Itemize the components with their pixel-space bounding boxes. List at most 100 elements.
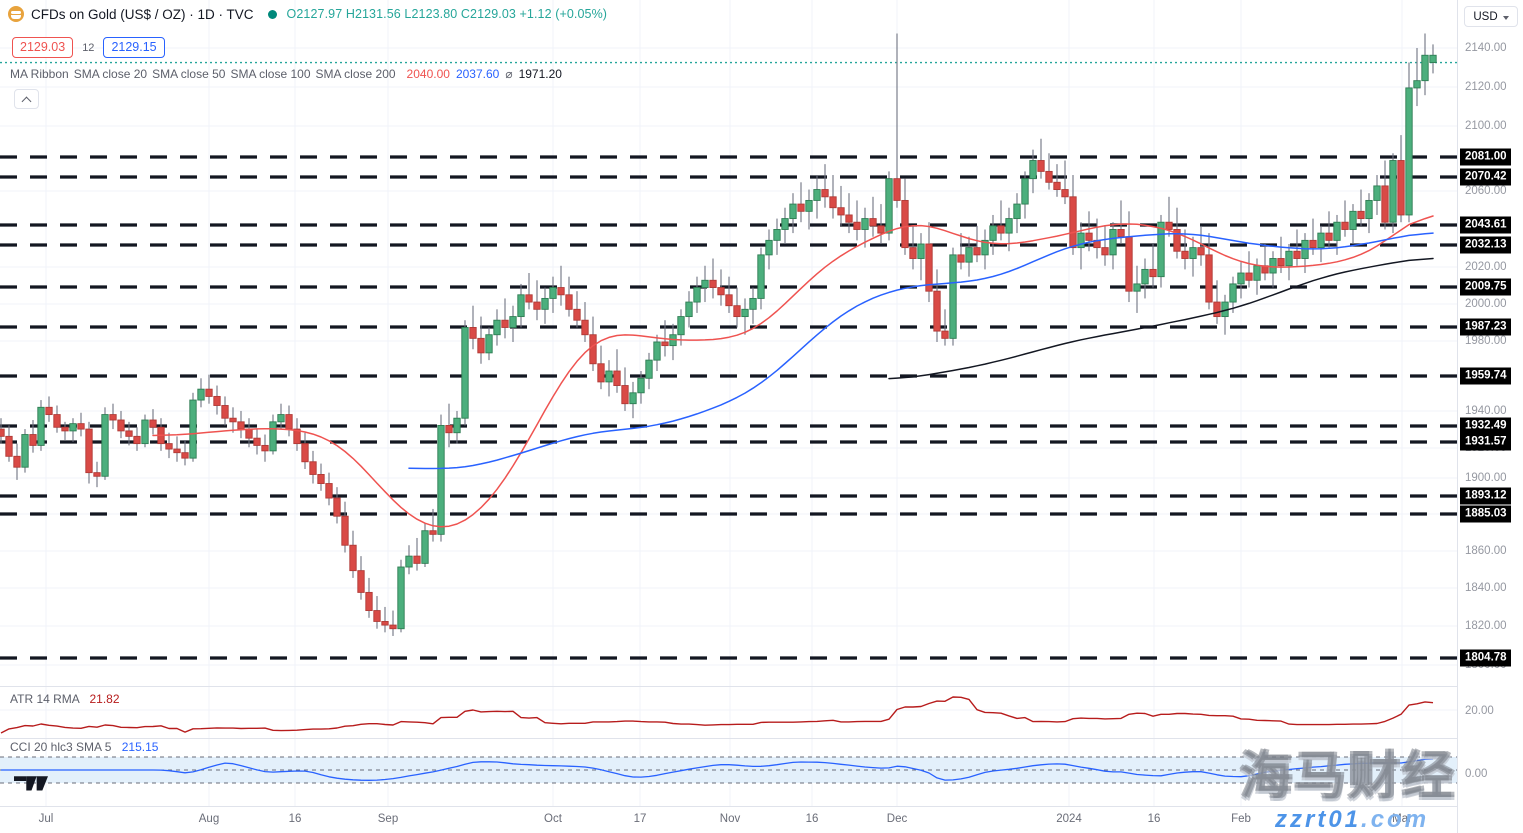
symbol-title[interactable]: CFDs on Gold (US$ / OZ) · 1D · TVC [31,6,254,22]
candle-body [421,530,429,564]
candle-body [1181,250,1189,259]
candle-body [0,428,5,437]
candle-body [717,287,725,296]
candle-body [253,437,261,446]
price-level-label[interactable]: 1959.74 [1460,367,1511,385]
atr-legend-label: ATR 14 RMA [10,692,80,706]
candle-body [829,196,837,209]
candle-body [125,430,133,437]
candle-body [325,483,333,499]
candle-body [117,419,125,432]
atr-pane[interactable] [0,686,1457,738]
ma-ribbon-title: MA Ribbon [10,67,69,81]
candle-body [413,555,421,564]
candle-body [709,279,717,288]
time-axis-tick: Aug [198,813,220,825]
candle-body [629,392,637,405]
ma-value-blue: 2037.60 [455,67,500,81]
price-level-label[interactable]: 1893.12 [1460,487,1511,505]
candle-body [517,294,525,318]
candle-body [373,610,381,622]
price-level-label[interactable]: 2081.00 [1460,148,1511,166]
atr-legend[interactable]: ATR 14 RMA 21.82 [10,692,120,706]
price-level-label[interactable]: 1885.03 [1460,505,1511,523]
candle-body [1405,87,1413,216]
price-level-label[interactable]: 2070.42 [1460,168,1511,186]
candle-body [933,290,941,332]
candle-body [685,301,693,318]
cci-pane[interactable] [0,738,1457,806]
candle-body [773,229,781,241]
candle-body [301,443,309,463]
ma-value-red: 2040.00 [406,67,450,81]
time-axis-tick: 16 [805,813,819,825]
candle-body [653,341,661,361]
candle-body [1197,247,1205,256]
candle-body [1165,221,1173,230]
price-level-label[interactable]: 2043.61 [1460,216,1511,234]
candle-body [525,294,533,303]
candle-body [1237,272,1245,285]
candle-body [853,221,861,230]
candle-body [1005,218,1013,234]
price-axis-tick: 1900.00 [1465,472,1507,484]
candle-body [1157,221,1165,278]
candle-body [573,308,581,321]
price-level-label[interactable]: 1804.78 [1460,649,1511,667]
candle-body [221,405,229,419]
candle-body [821,189,829,198]
ma-ribbon-legend[interactable]: MA Ribbon SMA close 20 SMA close 50 SMA … [10,67,562,81]
price-level-label[interactable]: 1987.23 [1460,318,1511,336]
candle-body [1365,199,1373,220]
candle-body [725,294,733,307]
candle-body [605,370,613,383]
candle-body [589,334,597,365]
ask-price-button[interactable]: 2129.15 [103,37,165,58]
candle-body [357,570,365,593]
candle-body [845,214,853,223]
price-axis-tick: 1980.00 [1465,335,1507,347]
candle-body [485,334,493,354]
candle-body [1021,178,1029,205]
candle-body [645,359,653,379]
price-pane[interactable] [0,0,1457,686]
candle-body [597,363,605,383]
candle-body [1277,258,1285,267]
currency-selector[interactable]: USD [1464,6,1518,27]
candle-body [997,225,1005,234]
candle-body [109,414,117,421]
candle-body [1117,229,1125,238]
ma-sma200-label: SMA close 200 [315,67,396,81]
bid-price-button[interactable]: 2129.03 [12,37,74,58]
price-level-label[interactable]: 1932.49 [1460,417,1511,435]
candle-body [701,279,709,288]
candle-body [1357,210,1365,220]
candle-body [165,443,173,450]
candle-body [1029,160,1037,180]
candle-body [909,247,917,259]
collapse-legend-button[interactable] [14,89,39,109]
price-axis-tick: 1820.00 [1465,620,1507,632]
time-axis-tick: Dec [886,813,908,825]
ma-sma20-label: SMA close 20 [73,67,148,81]
price-level-label[interactable]: 2009.75 [1460,278,1511,296]
candle-body [461,327,469,419]
tradingview-logo-icon[interactable] [14,770,48,792]
candlestick-series[interactable] [0,33,1437,636]
bid-ask-row: 2129.03 12 2129.15 [12,37,165,58]
candle-body [1325,232,1333,241]
cci-legend[interactable]: CCI 20 hlc3 SMA 5 215.15 [10,740,158,754]
price-axis[interactable]: USD 2140.00 2120.00 2100.00 2060.00 2020.00 2… [1457,0,1523,833]
candle-body [677,316,685,336]
candle-body [197,388,205,401]
candle-body [973,247,981,256]
candle-body [797,203,805,212]
candle-body [1245,272,1253,281]
price-level-label[interactable]: 2032.13 [1460,236,1511,254]
candle-body [661,341,669,347]
candle-body [181,452,189,459]
candle-body [789,203,797,220]
average-symbol-icon: ⌀ [505,67,513,81]
price-level-label[interactable]: 1931.57 [1460,433,1511,451]
time-axis[interactable]: Jul Aug 16 Sep Oct 17 Nov 16 Dec 2024 16 Feb Mar [0,806,1457,833]
